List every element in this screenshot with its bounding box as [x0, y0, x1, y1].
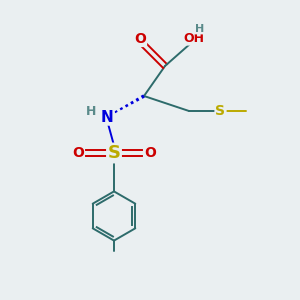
Text: H: H — [195, 23, 204, 34]
Text: H: H — [86, 105, 96, 118]
Text: N: N — [101, 110, 113, 124]
Text: O: O — [144, 146, 156, 160]
Text: S: S — [215, 104, 226, 118]
Text: O: O — [134, 32, 146, 46]
Text: OH: OH — [183, 32, 204, 45]
Text: O: O — [72, 146, 84, 160]
Text: S: S — [107, 144, 121, 162]
